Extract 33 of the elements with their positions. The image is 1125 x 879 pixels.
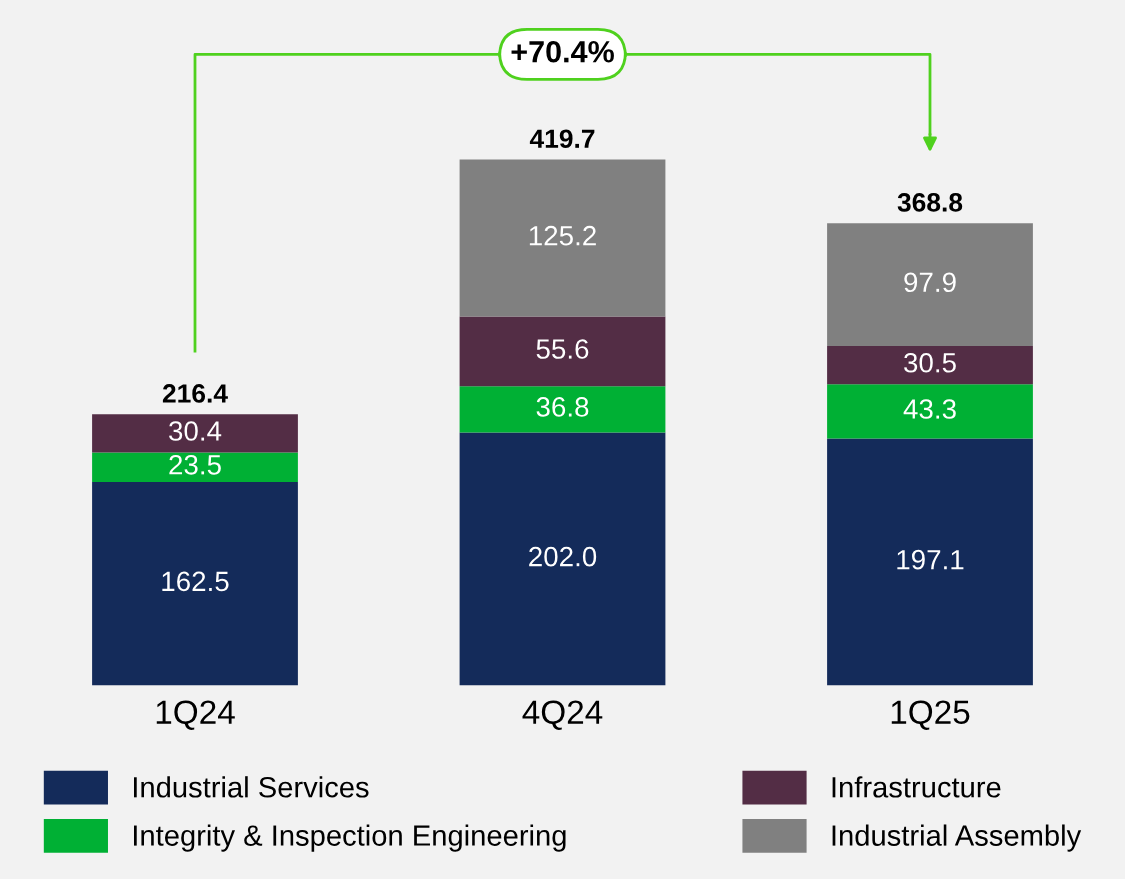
legend-label: Integrity & Inspection Engineering xyxy=(134,824,566,852)
bar xyxy=(459,432,666,686)
x-tick-label: 4Q24 xyxy=(522,700,603,730)
bar xyxy=(92,481,298,686)
bar xyxy=(459,159,666,317)
data-label: 23.5 xyxy=(169,454,221,475)
data-label: 43.3 xyxy=(903,399,956,419)
bar xyxy=(827,384,1033,439)
data-label: 197.1 xyxy=(897,549,964,570)
bar xyxy=(827,346,1033,385)
bar xyxy=(92,452,298,482)
data-label: 97.9 xyxy=(904,272,956,293)
bar xyxy=(827,223,1033,347)
total-label: 216.4 xyxy=(162,384,228,403)
x-tick-label: 1Q25 xyxy=(891,700,970,730)
bar xyxy=(92,414,298,453)
data-label: 36.8 xyxy=(536,397,589,417)
data-label: 202.0 xyxy=(529,546,597,567)
data-label: 55.6 xyxy=(536,339,589,359)
bar xyxy=(827,438,1033,686)
legend-label: Infrastructure xyxy=(832,776,1001,798)
total-label: 368.8 xyxy=(897,193,963,212)
text: +70.4% xyxy=(511,40,614,63)
total-label: 419.7 xyxy=(529,129,595,149)
legend-label: Industrial Assembly xyxy=(832,824,1082,852)
bar xyxy=(459,386,666,433)
bar xyxy=(459,316,666,387)
data-label: 162.5 xyxy=(162,571,229,592)
legend-label: Industrial Services xyxy=(134,776,369,798)
data-label: 125.2 xyxy=(529,225,596,246)
data-label: 30.5 xyxy=(904,352,956,373)
data-label: 30.4 xyxy=(169,421,222,441)
x-tick-label: 1Q24 xyxy=(156,700,235,730)
